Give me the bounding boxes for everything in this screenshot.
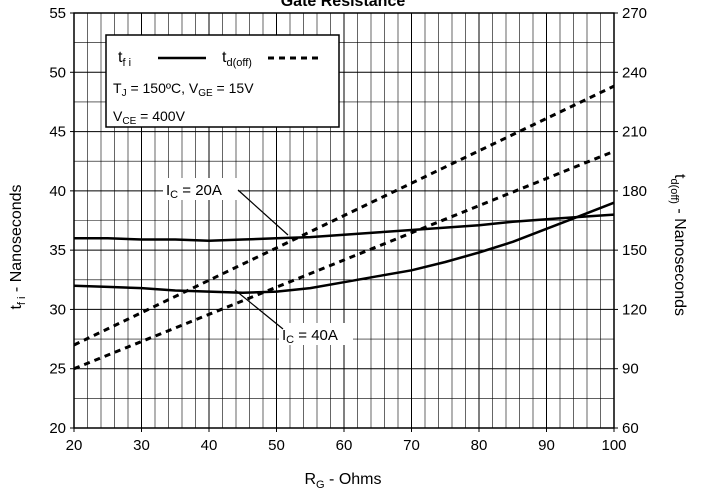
y-axis-right-label: td(off) - Nanoseconds: [668, 174, 688, 316]
x-axis-label-sub: G: [316, 479, 325, 491]
annotation-ic40-rest: = 40A: [294, 327, 338, 344]
series-tdoff-ic20: [73, 84, 615, 347]
x-tick-label: 20: [66, 437, 83, 454]
legend-condition-text: T: [113, 80, 122, 96]
chart-title: Gate Resistance: [281, 0, 406, 10]
tick-labels: 20 30 40 50 60 70 80 90 100 20 25 30 35 40 45 50 55 60 90 1…: [49, 5, 647, 454]
y-axis-right-label-rest: - Nanoseconds: [671, 204, 688, 316]
annotation-ic20-rest: = 20A: [178, 182, 222, 199]
annotation-ic40-bg: [279, 323, 353, 345]
y-right-tick-label: 120: [622, 301, 647, 318]
legend-conditions: TJ = 150ºC, VGE = 15V VCE = 400V: [113, 80, 254, 127]
y-axis-left-label-main: t: [8, 305, 25, 310]
series-layer: [73, 84, 615, 371]
legend-condition-subscript: J: [122, 88, 127, 99]
legend-condition-subscript: CE: [122, 116, 136, 127]
x-tick-label: 50: [268, 437, 285, 454]
annotation-ic40-sub: C: [286, 334, 294, 346]
y-left-tick-label: 55: [49, 5, 66, 22]
y-right-tick-label: 90: [622, 361, 639, 378]
series-tdoff-ic40: [73, 149, 615, 371]
y-left-tick-label: 40: [49, 183, 66, 200]
annotation-ic40-main: I: [282, 327, 286, 344]
y-right-tick-label: 270: [622, 5, 647, 22]
y-axis-left-label-sub: f i: [16, 297, 28, 306]
legend-box: [105, 34, 340, 128]
x-tick-label: 90: [538, 437, 555, 454]
x-tick-label: 40: [201, 437, 218, 454]
annotation-ic40: IC = 40A: [282, 327, 338, 346]
x-tick-label: 30: [133, 437, 150, 454]
y-right-tick-label: 150: [622, 242, 647, 259]
x-tick-label: 70: [403, 437, 420, 454]
y-right-tick-label: 60: [622, 420, 639, 437]
legend-condition-2: VCE = 400V: [113, 108, 186, 127]
legend-label-tdoff: td(off): [222, 49, 252, 69]
y-left-tick-label: 50: [49, 64, 66, 81]
annotations: IC = 20A IC = 40A: [163, 178, 353, 346]
series-tfi-ic20: [74, 213, 615, 242]
legend-condition-text: = 400V: [136, 108, 185, 124]
y-right-tick-label: 240: [622, 64, 647, 81]
x-axis-label: RG - Ohms: [304, 471, 381, 491]
y-left-tick-label: 20: [49, 420, 66, 437]
annotation-ic20-leader: [237, 189, 289, 236]
y-left-tick-label: 30: [49, 301, 66, 318]
annotation-ic20-sub: C: [170, 189, 178, 201]
x-tick-label: 80: [471, 437, 488, 454]
y-right-tick-label: 210: [622, 124, 647, 141]
legend-label-tfi: tf i: [118, 49, 131, 69]
annotation-ic40-leader: [234, 289, 284, 330]
x-axis-label-main: R: [304, 471, 316, 488]
legend-label-tdoff-sub: d(off): [226, 57, 251, 69]
annotation-ic20-bg: [163, 178, 238, 200]
y-left-tick-label: 25: [49, 361, 66, 378]
annotation-ic20: IC = 20A: [166, 182, 222, 201]
legend-condition-text: V: [113, 108, 123, 124]
y-right-tick-label: 180: [622, 183, 647, 200]
y-axis-right-label-sub: d(off): [668, 178, 680, 203]
legend-condition-subscript: GE: [198, 88, 213, 99]
legend-label-tfi-main: t: [118, 49, 123, 66]
y-left-tick-label: 35: [49, 242, 66, 259]
legend-label-tdoff-main: t: [222, 49, 227, 66]
y-axis-left-label-rest: - Nanoseconds: [8, 184, 25, 296]
legend-condition-text: = 150ºC, V: [127, 80, 199, 96]
legend-label-tfi-sub: f i: [122, 57, 131, 69]
legend-condition-1: TJ = 150ºC, VGE = 15V: [113, 80, 254, 99]
legend-condition-text: = 15V: [213, 80, 255, 96]
x-tick-label: 60: [336, 437, 353, 454]
annotation-ic20-main: I: [166, 182, 170, 199]
x-axis-label-rest: - Ohms: [325, 471, 382, 488]
y-left-tick-label: 45: [49, 124, 66, 141]
y-axis-right-label-main: t: [671, 174, 688, 179]
y-axis-left-label: tf i - Nanoseconds: [8, 184, 28, 309]
series-tfi-ic40: [73, 201, 615, 295]
x-tick-label: 100: [601, 437, 626, 454]
